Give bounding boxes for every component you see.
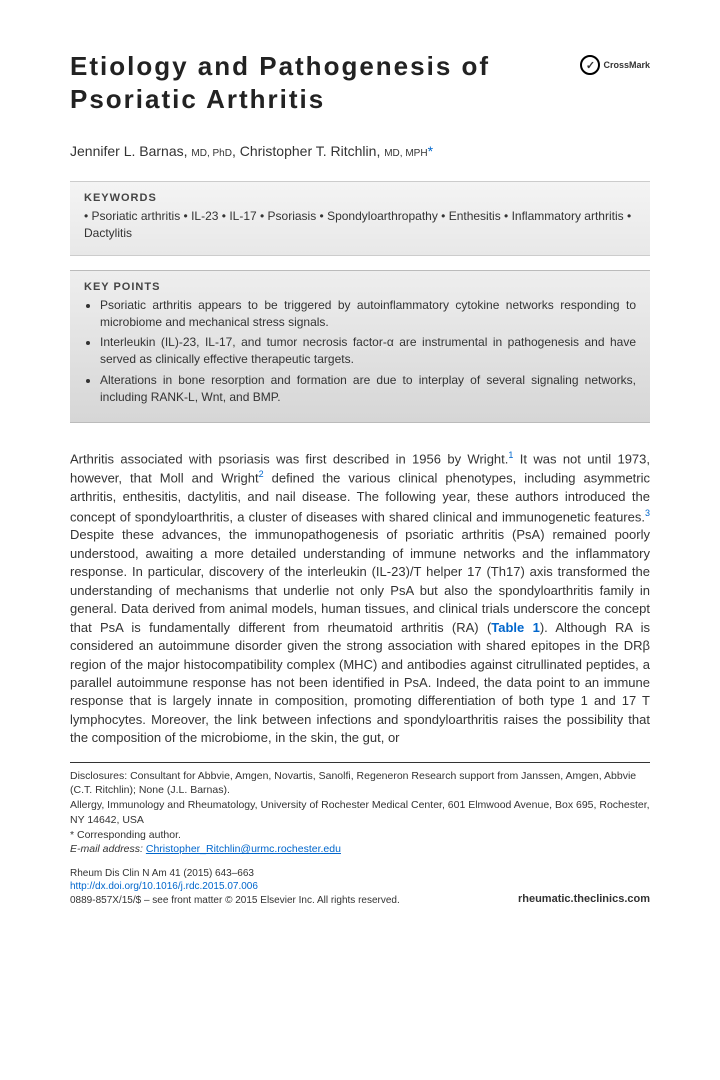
keypoints-list: Psoriatic arthritis appears to be trigge… [84,297,636,406]
keypoints-box: KEY POINTS Psoriatic arthritis appears t… [70,270,650,423]
keypoint-item: Interleukin (IL)-23, IL-17, and tumor ne… [100,334,636,368]
body-text-segment: Arthritis associated with psoriasis was … [70,451,508,466]
body-paragraph-1: Arthritis associated with psoriasis was … [70,449,650,748]
crossmark-icon: ✓ [580,55,600,75]
body-text-segment: ). Although RA is considered an autoimmu… [70,620,650,746]
keypoints-heading: KEY POINTS [84,281,636,293]
author-1-credentials: MD, PhD [191,148,232,159]
citation-text: Rheum Dis Clin N Am 41 (2015) 643–663 [70,867,400,881]
crossmark-label: CrossMark [603,60,650,70]
keywords-list: • Psoriatic arthritis • IL-23 • IL-17 • … [84,208,636,243]
author-1-name: Jennifer L. Barnas [70,143,184,159]
email-label: E-mail address: [70,843,143,855]
keypoint-item: Psoriatic arthritis appears to be trigge… [100,297,636,331]
doi-link[interactable]: http://dx.doi.org/10.1016/j.rdc.2015.07.… [70,881,258,892]
keypoint-item: Alterations in bone resorption and forma… [100,372,636,406]
corresponding-asterisk: * [428,143,433,159]
body-text-segment: Despite these advances, the immunopathog… [70,527,650,634]
disclosures-text: Disclosures: Consultant for Abbvie, Amge… [70,769,650,798]
corresponding-author-note: * Corresponding author. [70,828,650,843]
citation-ref-3[interactable]: 3 [645,508,650,518]
journal-url[interactable]: rheumatic.theclinics.com [518,892,650,907]
table-1-link[interactable]: Table 1 [491,620,540,635]
keywords-box: KEYWORDS • Psoriatic arthritis • IL-23 •… [70,181,650,256]
copyright-text: 0889-857X/15/$ – see front matter © 2015… [70,894,400,908]
article-title: Etiology and Pathogenesis of Psoriatic A… [70,50,580,115]
crossmark-badge[interactable]: ✓ CrossMark [580,55,650,75]
authors-line: Jennifer L. Barnas, MD, PhD, Christopher… [70,143,650,159]
author-email-link[interactable]: Christopher_Ritchlin@urmc.rochester.edu [146,843,341,855]
author-2-credentials: MD, MPH [384,148,427,159]
article-footer: Disclosures: Consultant for Abbvie, Amge… [70,762,650,908]
keywords-heading: KEYWORDS [84,192,636,204]
affiliation-text: Allergy, Immunology and Rheumatology, Un… [70,798,650,827]
author-2-name: Christopher T. Ritchlin [240,143,377,159]
